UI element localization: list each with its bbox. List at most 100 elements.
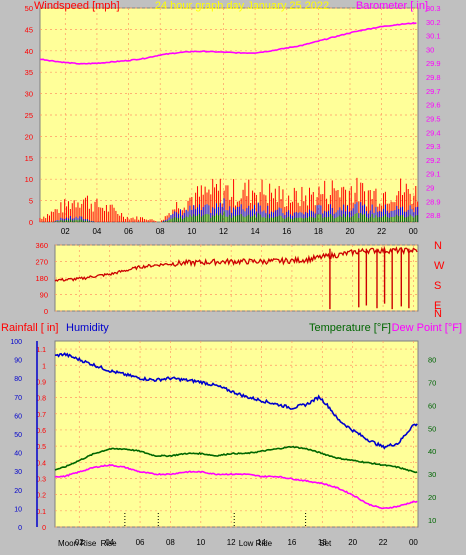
x-axis-tick: 14 [257,538,266,547]
rainfall-tick: 0.8 [36,396,46,403]
wind-direction-drops [329,248,410,310]
x-axis-tick: 10 [196,538,205,547]
humidity-axis-label: Humidity [66,322,109,334]
x-axis-tick: 22 [379,538,388,547]
temperature-tick: 50 [428,424,436,433]
direction-tick: 360 [35,241,48,250]
x-axis-tick: 00 [409,227,418,236]
humidity-tick: 70 [14,395,22,402]
direction-axis-ticks: 0 90 180 270 360 [35,241,48,316]
x-axis-tick: 12 [227,538,236,547]
barometer-tick: 28.8 [426,211,441,220]
barometer-tick: 30.2 [426,18,441,27]
humidity-tick: 20 [14,488,22,495]
temperature-tick: 40 [428,447,436,456]
windspeed-tick: 5 [29,197,33,206]
rainfall-tick: 1.1 [36,347,46,354]
direction-tick: 0 [44,307,48,316]
barometer-tick: 29.3 [426,142,441,151]
dewpoint-axis-label: Dew Point [°F] [392,322,462,334]
temperature-axis-label: Temperature [°F] [309,322,391,334]
dewpoint-line [54,463,418,510]
temp-x-axis-ticks: 02 04 06 08 10 12 14 16 18 20 22 00 [75,538,419,547]
humidity-tick: 0 [18,525,22,532]
compass-label: N [434,240,442,252]
humidity-tick: 90 [14,358,22,365]
sun-moon-label: Moon Rise [58,539,97,548]
x-axis-tick: 12 [219,227,228,236]
sun-moon-label: Set [319,539,332,548]
rainfall-tick: 0.7 [36,412,46,419]
windspeed-tick: 40 [25,47,33,56]
barometer-tick: 29.9 [426,59,441,68]
humidity-tick: 50 [14,432,22,439]
x-axis-tick: 20 [346,227,355,236]
sun-moon-markers: Moon Rise Rise Low Ride Set [58,513,332,548]
direction-tick: 90 [40,291,48,300]
humidity-tick: 10 [14,506,22,513]
rainfall-tick: 0.6 [36,428,46,435]
compass-label: S [434,280,441,292]
windspeed-tick: 30 [25,90,33,99]
windspeed-axis-label: Windspeed [mph] [34,0,120,12]
temperature-line [54,445,418,474]
rainfall-tick: 0.2 [36,493,46,500]
humidity-tick: 40 [14,451,22,458]
temperature-humidity-plot-area [54,340,419,528]
barometer-tick: 29.5 [426,114,441,123]
humidity-tick: 60 [14,413,22,420]
x-axis-tick: 20 [348,538,357,547]
direction-tick: 180 [35,274,48,283]
x-axis-tick: 18 [314,227,323,236]
temperature-tick: 80 [428,355,436,364]
humidity-tick: 100 [10,339,22,346]
temperature-axis-ticks: 10 20 30 40 50 60 70 80 [428,355,436,525]
barometer-tick: 28.9 [426,197,441,206]
windspeed-tick: 50 [25,4,33,13]
wind-x-axis-ticks: 02 04 06 08 10 12 14 16 18 20 22 00 [61,227,418,236]
barometer-tick: 30.1 [426,32,441,41]
barometer-tick: 29.1 [426,170,441,179]
barometer-tick: 29 [426,183,434,192]
windspeed-tick: 15 [25,154,33,163]
x-axis-tick: 00 [409,538,418,547]
direction-tick: 270 [35,258,48,267]
rainfall-tick: 0.9 [36,379,46,386]
x-axis-tick: 14 [251,227,260,236]
compass-label: E [434,300,441,312]
humidity-line [54,352,418,450]
x-axis-tick: 16 [282,227,291,236]
barometer-tick: 29.2 [426,156,441,165]
x-axis-tick: 18 [318,538,327,547]
wind-speed-bars [39,177,419,222]
compass-label: W [434,260,445,272]
x-axis-tick: 08 [166,538,175,547]
wind-direction-line [54,245,418,282]
windspeed-tick: 10 [25,175,33,184]
rainfall-axis-ticks: 0 0.1 0.2 0.3 0.4 0.5 0.6 0.7 0.8 0.9 1 1.1 [36,341,46,532]
rainfall-tick: 1 [42,363,46,370]
windspeed-tick: 25 [25,111,33,120]
humidity-axis-ticks: 0 10 20 30 40 50 60 70 80 90 100 [10,339,22,532]
barometer-axis-label: Barometer [ in] [356,0,428,12]
windspeed-tick: 0 [29,218,33,227]
sun-moon-label: Rise [101,539,118,548]
x-axis-tick: 08 [156,227,165,236]
barometer-tick: 30 [426,45,434,54]
barometer-tick: 29.7 [426,87,441,96]
rainfall-tick: 0.4 [36,460,46,467]
temperature-humidity-grid [55,341,418,528]
rainfall-tick: 0 [42,525,46,532]
barometer-axis-ticks: 28.8 28.9 29 29.1 29.2 29.3 29.4 29.5 29.6 29.7 29… [426,4,441,220]
x-axis-tick: 10 [187,227,196,236]
humidity-tick: 80 [14,376,22,383]
barometer-tick: 29.4 [426,128,441,137]
rainfall-axis-label: Rainfall [ in] [1,322,58,334]
windspeed-tick: 45 [25,25,33,34]
humidity-tick: 30 [14,469,22,476]
